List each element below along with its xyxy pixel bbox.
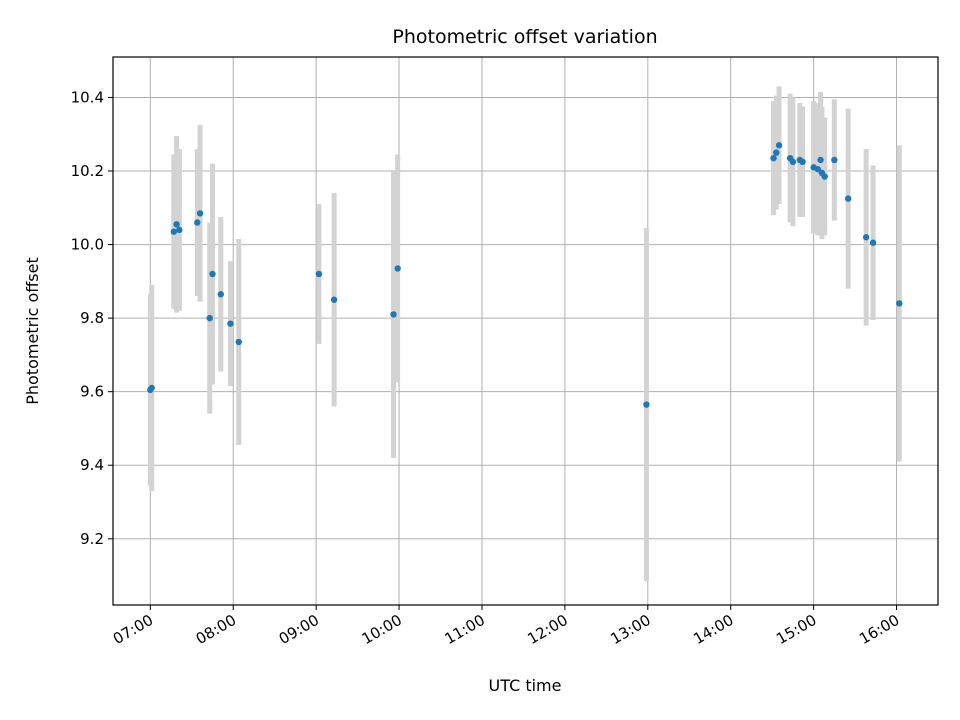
data-point: [773, 149, 780, 156]
data-point: [817, 156, 824, 164]
y-tick-label: 10.0: [71, 236, 104, 254]
data-point: [330, 296, 338, 303]
data-point: [235, 338, 242, 346]
data-point: [170, 228, 178, 235]
data-point: [869, 239, 877, 246]
data-point: [831, 156, 838, 164]
data-point: [206, 314, 213, 322]
data-point: [844, 195, 852, 202]
data-point: [862, 234, 870, 241]
data-point: [227, 320, 234, 327]
y-tick-label: 9.6: [80, 383, 104, 401]
data-point: [821, 173, 828, 180]
data-point: [194, 219, 201, 226]
data-point: [148, 384, 155, 392]
data-point: [176, 226, 183, 234]
y-axis-ticks: 9.2 9.4 9.6 9.8 10.0 10.2 10.4: [71, 88, 113, 548]
data-point: [896, 300, 903, 307]
data-point: [775, 142, 783, 149]
data-point: [394, 265, 401, 272]
data-point: [315, 270, 323, 278]
data-point: [196, 210, 204, 217]
x-axis-label: UTC time: [489, 676, 562, 695]
plot-frame: [112, 56, 939, 606]
data-point: [643, 401, 650, 408]
y-tick-label: 10.4: [71, 88, 104, 106]
data-point: [814, 165, 821, 173]
data-point: [217, 291, 224, 298]
data-point: [770, 154, 777, 162]
y-tick-label: 10.2: [71, 162, 104, 180]
y-axis-label: Photometric offset: [23, 257, 42, 405]
data-points: [147, 142, 903, 408]
y-tick-label: 9.2: [80, 530, 104, 548]
data-point: [209, 270, 216, 278]
y-tick-label: 9.8: [80, 309, 104, 327]
y-tick-label: 9.4: [80, 456, 104, 474]
chart-title: Photometric offset variation: [392, 26, 657, 48]
data-point: [789, 158, 797, 166]
data-point: [799, 158, 806, 166]
data-point: [390, 311, 397, 318]
data-point: [173, 221, 180, 228]
